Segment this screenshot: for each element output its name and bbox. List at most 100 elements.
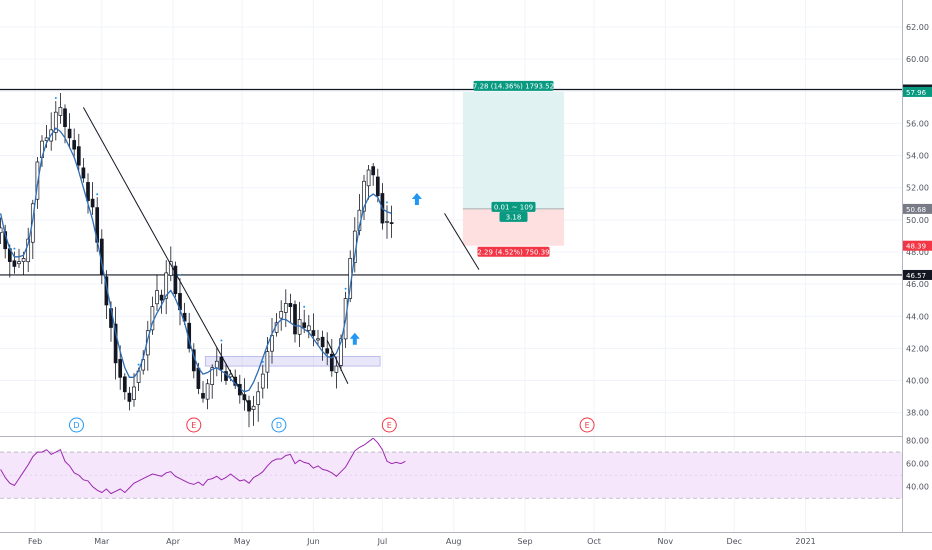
- candle-body: [375, 176, 380, 197]
- price-tick-label: 40.00: [906, 377, 929, 386]
- candle-body: [81, 167, 86, 179]
- price-tick-label: 52.00: [906, 184, 929, 193]
- price-tick-label: 50.00: [906, 216, 929, 225]
- candle-body: [325, 348, 330, 354]
- rsi-band: [0, 451, 902, 499]
- price-label-box: [903, 269, 932, 280]
- candle-body: [210, 367, 215, 385]
- pivot-dot: [54, 97, 57, 100]
- horizontal-levels[interactable]: [0, 88, 902, 276]
- time-axis[interactable]: Feb Mar Apr May Jun Jul Aug Sep Oct Nov Dec 2021: [28, 537, 816, 546]
- candle-body: [251, 405, 256, 410]
- candle-body: [385, 221, 389, 223]
- candle-body: [53, 111, 58, 133]
- trendline: [82, 107, 252, 410]
- rsi-path: [0, 438, 406, 495]
- time-tick-label: Feb: [28, 537, 42, 546]
- price-label-text: 57.96: [906, 89, 927, 97]
- stop-badge: [477, 246, 550, 257]
- price-tick-label: 60.00: [906, 55, 929, 64]
- candle-body: [168, 261, 173, 276]
- pivot-dot: [261, 360, 264, 363]
- candle-body: [265, 351, 270, 373]
- time-tick-label: Jul: [377, 537, 388, 546]
- candle-body: [306, 325, 311, 331]
- buy-arrow-icon: [411, 192, 422, 205]
- candle-body: [302, 322, 307, 328]
- event-marker-letter: D: [73, 421, 79, 430]
- position-badges: 7.28 (14.36%) 1793.52 0.01 ~ 109 3.18 2.29 …: [473, 80, 554, 257]
- candle-body: [90, 198, 95, 208]
- ratio-badge-bottom-text: 3.18: [506, 214, 522, 222]
- ratio-badge-top: [491, 201, 536, 212]
- price-tick-label: 54.00: [906, 152, 929, 161]
- event-marker-letter: D: [276, 421, 282, 430]
- candle-body: [113, 323, 118, 364]
- event-marker-letter: E: [191, 421, 196, 430]
- time-tick-label: Sep: [517, 537, 532, 546]
- price-tick-label: 38.00: [906, 409, 929, 418]
- candlestick-series: [0, 92, 394, 428]
- trendlines[interactable]: [82, 107, 480, 410]
- trendline: [444, 213, 480, 270]
- price-label-box: [903, 86, 932, 97]
- price-label-text: 50.68: [906, 206, 926, 214]
- event-marker-d: [69, 417, 84, 433]
- price-label-text: 48.39: [906, 243, 926, 251]
- time-tick-label: Nov: [657, 537, 673, 546]
- candle-body: [283, 303, 288, 313]
- stop-badge-text: 2.29 (4.52%) 750.39: [477, 248, 549, 256]
- candle-body: [256, 391, 261, 405]
- candle-body: [0, 227, 3, 234]
- price-tick-label: 62.00: [906, 23, 929, 32]
- price-tick-label: 56.00: [906, 119, 929, 128]
- candle-body: [12, 260, 17, 267]
- candle-body: [76, 146, 81, 166]
- event-marker-e: [381, 417, 397, 433]
- candle-body: [366, 169, 371, 187]
- candle-body: [122, 376, 127, 393]
- candle-body: [311, 330, 316, 336]
- support-box[interactable]: [204, 356, 381, 367]
- candle-body: [288, 303, 293, 307]
- target-badge-text: 7.28 (14.36%) 1793.52: [473, 83, 554, 91]
- candle-body: [72, 140, 77, 150]
- rsi-tick-label: 80.00: [906, 437, 929, 446]
- target-zone: [462, 91, 565, 209]
- rsi-axis[interactable]: 80.00 60.00 40.00: [906, 437, 929, 492]
- candle-body: [196, 367, 201, 389]
- candle-body: [21, 258, 26, 262]
- candle-body: [329, 353, 334, 372]
- ratio-badge-bottom: [499, 211, 528, 222]
- pivot-dot: [179, 274, 181, 277]
- candle-body: [201, 393, 205, 399]
- target-badge: [473, 80, 554, 91]
- price-axis[interactable]: 62.0060.0058.0056.0054.0052.0050.0048.00…: [906, 23, 929, 418]
- candle-body: [127, 392, 132, 402]
- candle-body: [17, 261, 21, 265]
- candle-body: [334, 365, 339, 373]
- candle-body: [279, 311, 284, 319]
- rsi-pane[interactable]: [0, 438, 902, 499]
- candle-body: [293, 304, 297, 335]
- pivot-dot: [137, 363, 140, 366]
- position-zones: [462, 91, 565, 246]
- support-zone: [204, 356, 381, 367]
- price-label-box: [903, 240, 932, 251]
- event-marker-letter: E: [585, 421, 590, 430]
- candle-body: [159, 294, 164, 301]
- time-tick-label: Jun: [306, 537, 320, 546]
- time-tick-label: 2021: [795, 537, 815, 546]
- price-grid: [0, 0, 902, 532]
- price-pane[interactable]: 7.28 (14.36%) 1793.52 0.01 ~ 109 3.18 2.29 …: [0, 0, 902, 532]
- pivot-dot: [303, 305, 306, 308]
- rsi-tick-label: 40.00: [906, 483, 929, 492]
- pivot-dot: [96, 193, 99, 196]
- rsi-tick-label: 60.00: [906, 460, 929, 469]
- candle-body: [86, 182, 90, 201]
- pivot-dot: [386, 201, 388, 204]
- candle-body: [132, 386, 136, 400]
- signal-arrows: [349, 192, 422, 345]
